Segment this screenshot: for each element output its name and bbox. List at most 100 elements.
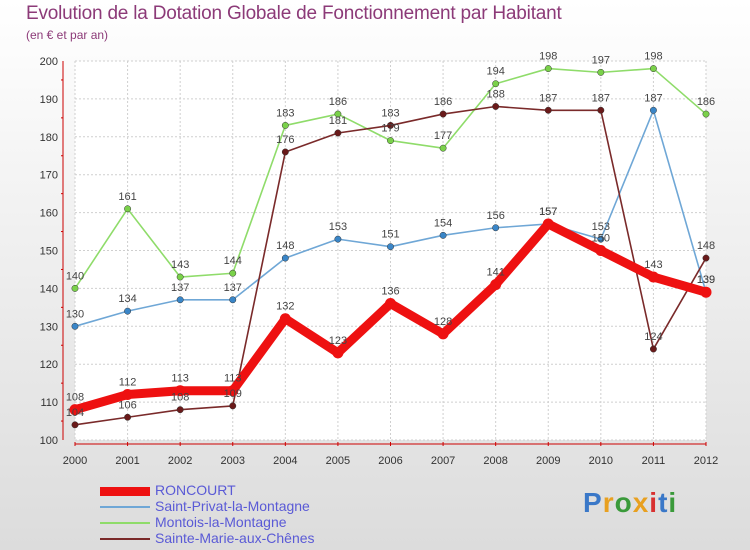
legend-label: RONCOURT xyxy=(155,482,236,498)
data-label-sainte-marie-aux-chenes: 181 xyxy=(329,115,347,127)
data-label-montois-la-montagne: 140 xyxy=(66,270,84,282)
data-label-saint-privat-la-montagne: 134 xyxy=(118,293,136,305)
y-tick-label: 160 xyxy=(40,208,58,220)
data-label-sainte-marie-aux-chenes: 108 xyxy=(171,392,189,404)
data-point-montois-la-montagne xyxy=(71,284,79,292)
y-tick-label: 110 xyxy=(40,397,58,409)
data-point-roncourt xyxy=(595,245,607,256)
data-point-roncourt xyxy=(700,286,712,298)
data-point-montois-la-montagne xyxy=(176,273,184,281)
data-point-sainte-marie-aux-chenes xyxy=(702,254,710,262)
data-label-saint-privat-la-montagne: 148 xyxy=(276,240,294,252)
data-point-sainte-marie-aux-chenes xyxy=(544,106,552,114)
x-tick-label: 2004 xyxy=(273,455,297,467)
data-point-montois-la-montagne xyxy=(281,121,289,129)
data-point-sainte-marie-aux-chenes xyxy=(387,121,394,129)
x-tick-label: 2005 xyxy=(326,455,350,467)
data-label-saint-privat-la-montagne: 137 xyxy=(171,282,189,294)
x-tick-label: 2012 xyxy=(694,455,718,467)
data-label-saint-privat-la-montagne: 151 xyxy=(381,229,399,241)
data-point-roncourt xyxy=(385,298,396,310)
chart-title: Evolution de la Dotation Globale de Fonc… xyxy=(26,3,562,24)
x-tick-label: 2000 xyxy=(63,455,87,467)
data-label-saint-privat-la-montagne: 187 xyxy=(644,92,662,104)
data-point-montois-la-montagne xyxy=(387,137,394,145)
legend-label: Saint-Privat-la-Montagne xyxy=(155,498,310,514)
data-point-roncourt xyxy=(647,271,659,283)
data-label-roncourt: 112 xyxy=(119,377,137,389)
data-point-sainte-marie-aux-chenes xyxy=(124,413,132,421)
data-label-roncourt: 139 xyxy=(697,274,715,286)
data-point-sainte-marie-aux-chenes xyxy=(281,148,289,156)
data-label-sainte-marie-aux-chenes: 124 xyxy=(644,331,662,343)
data-point-montois-la-montagne xyxy=(229,269,237,277)
logo-letter: t xyxy=(658,487,669,518)
data-label-saint-privat-la-montagne: 139 xyxy=(697,274,715,286)
data-point-roncourt xyxy=(279,313,291,325)
data-point-saint-privat-la-montagne xyxy=(229,296,237,304)
data-label-montois-la-montagne: 179 xyxy=(381,123,399,135)
data-label-montois-la-montagne: 198 xyxy=(644,51,662,63)
data-label-roncourt: 113 xyxy=(171,373,189,385)
y-tick-label: 140 xyxy=(40,283,58,295)
data-label-montois-la-montagne: 197 xyxy=(592,54,610,66)
data-label-roncourt: 141 xyxy=(486,267,504,279)
data-point-sainte-marie-aux-chenes xyxy=(229,402,237,410)
data-label-montois-la-montagne: 198 xyxy=(539,51,557,63)
x-tick-label: 2010 xyxy=(589,455,613,467)
data-point-roncourt xyxy=(490,279,502,291)
legend-swatch xyxy=(100,486,150,496)
data-point-saint-privat-la-montagne xyxy=(597,235,605,243)
data-label-roncourt: 123 xyxy=(329,335,347,347)
x-tick-label: 2002 xyxy=(168,455,192,467)
data-label-sainte-marie-aux-chenes: 106 xyxy=(118,399,136,411)
data-label-roncourt: 113 xyxy=(224,373,242,385)
data-label-sainte-marie-aux-chenes: 176 xyxy=(276,134,294,146)
data-point-saint-privat-la-montagne xyxy=(439,231,447,239)
data-label-roncourt: 136 xyxy=(381,286,399,298)
legend-label: Montois-la-Montagne xyxy=(155,514,287,530)
data-point-montois-la-montagne xyxy=(649,65,657,73)
data-label-saint-privat-la-montagne: 137 xyxy=(224,282,242,294)
data-label-roncourt: 128 xyxy=(434,316,452,328)
data-point-sainte-marie-aux-chenes xyxy=(597,106,605,114)
data-label-saint-privat-la-montagne: 153 xyxy=(592,221,610,233)
data-point-sainte-marie-aux-chenes xyxy=(176,406,184,414)
x-tick-label: 2009 xyxy=(536,455,560,467)
x-tick-label: 2011 xyxy=(642,455,666,467)
data-point-montois-la-montagne xyxy=(597,68,605,76)
data-point-montois-la-montagne xyxy=(702,110,710,118)
data-label-saint-privat-la-montagne: 154 xyxy=(434,217,452,229)
data-label-montois-la-montagne: 186 xyxy=(329,96,347,108)
data-point-saint-privat-la-montagne xyxy=(387,243,394,251)
chart-subtitle: (en € et par an) xyxy=(26,28,109,42)
y-tick-label: 170 xyxy=(40,170,58,182)
data-point-roncourt xyxy=(332,347,344,359)
data-label-sainte-marie-aux-chenes: 183 xyxy=(381,107,399,119)
data-label-roncourt: 157 xyxy=(539,206,557,218)
logo-letter: r xyxy=(602,487,615,518)
data-point-saint-privat-la-montagne xyxy=(492,224,500,232)
data-point-sainte-marie-aux-chenes xyxy=(71,421,79,429)
data-point-roncourt xyxy=(69,404,81,416)
data-point-saint-privat-la-montagne xyxy=(334,235,342,243)
data-point-montois-la-montagne xyxy=(334,110,342,118)
y-tick-label: 200 xyxy=(40,56,58,68)
data-label-saint-privat-la-montagne: 130 xyxy=(66,308,84,320)
x-tick-label: 2001 xyxy=(115,455,139,467)
data-point-montois-la-montagne xyxy=(492,80,500,88)
data-label-montois-la-montagne: 161 xyxy=(118,191,136,203)
data-point-sainte-marie-aux-chenes xyxy=(334,129,342,137)
legend-label: Sainte-Marie-aux-Chênes xyxy=(155,530,315,546)
data-label-saint-privat-la-montagne: 157 xyxy=(539,206,557,218)
proxiti-logo: Proxiti xyxy=(583,487,677,519)
data-point-roncourt xyxy=(122,389,134,401)
data-point-sainte-marie-aux-chenes xyxy=(439,110,447,118)
y-tick-label: 180 xyxy=(40,132,58,144)
data-point-roncourt xyxy=(437,328,449,340)
data-label-roncourt: 132 xyxy=(276,301,294,313)
data-label-roncourt: 143 xyxy=(644,259,662,271)
logo-letter: x xyxy=(632,487,650,518)
logo-letter: o xyxy=(614,487,633,518)
